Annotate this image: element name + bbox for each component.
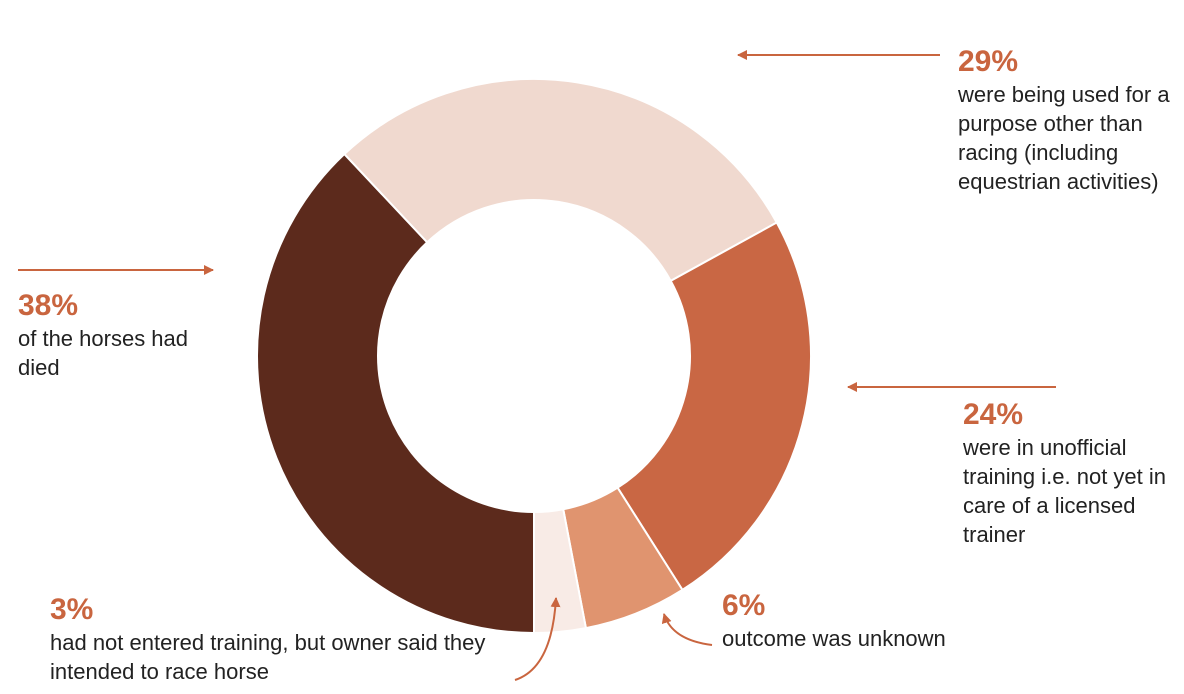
category-label: outcome was unknown [722, 626, 946, 651]
category-label: were being used for a purpose other than… [958, 82, 1170, 194]
value-label: 3% [50, 593, 94, 626]
label: 24% were in unofficial training i.e. not … [963, 397, 1184, 549]
category-label: were in unofficial training i.e. not yet… [963, 435, 1167, 547]
arrow [661, 613, 713, 646]
label: 29% were being used for a purpose other t… [958, 44, 1184, 196]
value-label: 29% [958, 45, 1019, 78]
donut-slice [256, 152, 535, 635]
category-label: of the horses had died [18, 326, 189, 380]
value-label: 6% [722, 589, 766, 622]
value-label: 24% [963, 398, 1024, 431]
label: 6% outcome was unknown [722, 588, 1022, 653]
arrow [514, 597, 561, 681]
donut-slice [533, 508, 588, 635]
donut [256, 78, 812, 635]
value-label: 38% [18, 289, 79, 322]
donut-slice [616, 221, 812, 592]
donut-slice [342, 78, 779, 283]
arrows [18, 50, 1056, 681]
label: 38% of the horses had died [18, 288, 198, 382]
label: 3% had not entered training, but owner sa… [50, 592, 520, 686]
category-label: had not entered training, but owner said… [50, 630, 486, 684]
